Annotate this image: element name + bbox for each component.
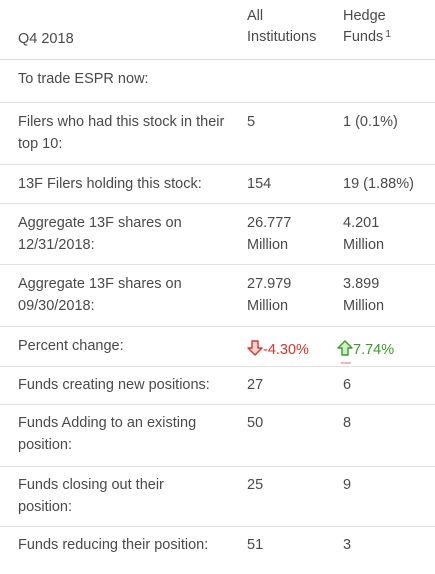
row-label: Funds Adding to an existing position: <box>18 415 197 453</box>
header-all-institutions-label: All Institutions <box>247 8 317 45</box>
table-row: 13F Filers holding this stock: 154 19 (1… <box>0 165 435 204</box>
row-hedge-value: 6 <box>343 377 352 393</box>
footnote-marker: 1 <box>385 29 391 40</box>
table-header: Q4 2018 All Institutions Hedge Funds 1 <box>0 0 435 60</box>
table-row: Funds closing out their position: 25 9 <box>0 467 435 527</box>
row-hedge-value: 1 (0.1%) <box>343 114 398 130</box>
table-row: To trade ESPR now: <box>0 60 435 103</box>
row-all-value: 51 <box>247 537 264 553</box>
down-arrow-icon <box>247 339 263 356</box>
table-row: Funds reducing their position: 51 3 <box>0 527 435 573</box>
row-label: Aggregate 13F shares on 09/30/2018: <box>18 276 182 314</box>
row-all-value: 154 <box>247 176 272 192</box>
table-row: Aggregate 13F shares on 09/30/2018: 27.9… <box>0 265 435 327</box>
row-all-value: 5 <box>247 114 256 130</box>
percent-change-all-value: -4.30% <box>263 342 309 358</box>
header-hedge-funds: Hedge Funds 1 <box>343 6 413 48</box>
table-row: Funds Adding to an existing position: 50… <box>0 405 435 467</box>
table-row: Percent change: -4.30% 7.74% <box>0 327 435 367</box>
row-hedge-value: 4.201 Million <box>343 215 385 253</box>
row-label: 13F Filers holding this stock: <box>18 176 202 192</box>
percent-change-all: -4.30% <box>247 334 337 363</box>
row-hedge-value: 9 <box>343 477 352 493</box>
percent-change-hedge: 7.74% <box>337 334 427 363</box>
table-row: Filers who had this stock in their top 1… <box>0 103 435 165</box>
row-hedge-value: 8 <box>343 415 352 431</box>
row-hedge-value: 19 (1.88%) <box>343 176 414 192</box>
header-all-institutions: All Institutions <box>247 6 335 48</box>
row-all-value: 25 <box>247 477 264 493</box>
header-hedge-funds-label: Hedge Funds <box>343 8 386 45</box>
row-label: Funds closing out their position: <box>18 477 164 515</box>
row-all-value: 50 <box>247 415 264 431</box>
row-all-value: 27.979 Million <box>247 276 292 314</box>
row-label: Aggregate 13F shares on 12/31/2018: <box>18 215 182 253</box>
table-row: Aggregate 13F shares on 12/31/2018: 26.7… <box>0 204 435 265</box>
header-period: Q4 2018 <box>18 31 74 47</box>
row-label: Funds creating new positions: <box>18 377 210 393</box>
row-label: Percent change: <box>18 338 124 354</box>
row-label: Funds reducing their position: <box>18 537 209 553</box>
row-hedge-value: 3.899 Million <box>343 276 385 314</box>
row-hedge-value: 3 <box>343 537 352 553</box>
percent-change-hedge-value: 7.74% <box>353 342 395 358</box>
change-underline-mark <box>341 362 351 364</box>
row-label: To trade ESPR now: <box>18 71 149 87</box>
row-label: Filers who had this stock in their top 1… <box>18 114 225 152</box>
up-arrow-icon <box>337 339 353 356</box>
row-all-value: 27 <box>247 377 264 393</box>
row-all-value: 26.777 Million <box>247 215 292 253</box>
table-row: Funds creating new positions: 27 6 <box>0 367 435 405</box>
